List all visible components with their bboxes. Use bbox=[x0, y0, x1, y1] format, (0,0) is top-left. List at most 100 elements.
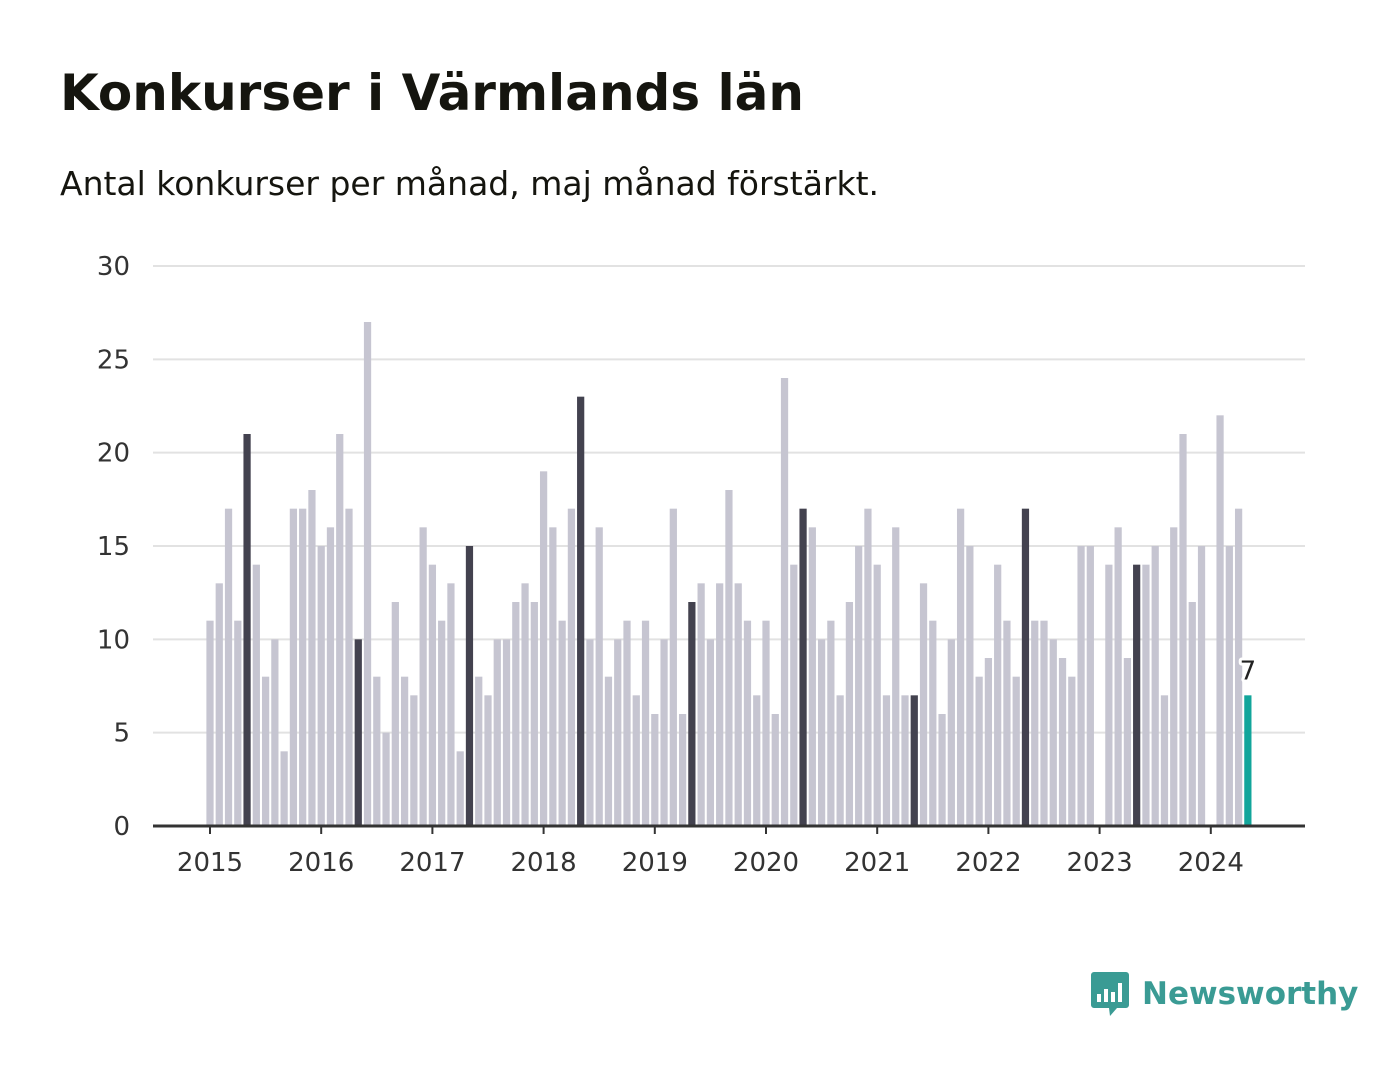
bar bbox=[345, 508, 353, 826]
x-tick-label: 2024 bbox=[1178, 848, 1244, 878]
bar bbox=[1086, 546, 1094, 826]
bar bbox=[623, 620, 631, 826]
x-tick-label: 2023 bbox=[1067, 848, 1133, 878]
bar bbox=[817, 639, 826, 826]
bar bbox=[1234, 508, 1243, 826]
brand-logo: Newsworthy bbox=[1090, 970, 1358, 1018]
bar bbox=[845, 602, 854, 826]
bar-chart: 0 5 10 15 20 25 30 7 2015 2016 2017 2018 2019 2020 202… bbox=[97, 252, 1305, 878]
bar bbox=[299, 508, 307, 826]
bar bbox=[1160, 695, 1169, 826]
bar bbox=[206, 620, 214, 826]
x-tick-label: 2015 bbox=[177, 848, 243, 878]
bar bbox=[493, 639, 501, 826]
bar bbox=[660, 639, 668, 826]
bar bbox=[1197, 546, 1206, 826]
bar bbox=[1216, 415, 1224, 826]
bar bbox=[956, 508, 965, 826]
bar bbox=[994, 564, 1002, 826]
bar bbox=[419, 527, 427, 826]
bar bbox=[641, 620, 650, 826]
x-tick-label: 2018 bbox=[511, 848, 577, 878]
bar bbox=[280, 751, 288, 826]
bar bbox=[400, 676, 409, 826]
bar bbox=[716, 583, 724, 826]
bar bbox=[1142, 564, 1150, 826]
y-tick-label: 25 bbox=[97, 345, 130, 375]
bar bbox=[549, 527, 557, 826]
brand-name: Newsworthy bbox=[1142, 976, 1359, 1012]
bar bbox=[1225, 546, 1233, 826]
chart-title: Konkurser i Värmlands län bbox=[60, 64, 804, 122]
bar bbox=[1003, 620, 1011, 826]
bar bbox=[1049, 639, 1057, 826]
bar bbox=[614, 639, 622, 826]
bar bbox=[326, 527, 335, 826]
bar bbox=[938, 714, 946, 826]
y-tick-label: 30 bbox=[97, 252, 130, 282]
bar bbox=[975, 676, 983, 826]
bar bbox=[873, 564, 881, 826]
bar bbox=[382, 732, 390, 826]
bar bbox=[790, 564, 798, 826]
y-tick-label: 15 bbox=[97, 532, 130, 562]
x-tick-label: 2019 bbox=[622, 848, 688, 878]
bar bbox=[586, 639, 594, 826]
bar bbox=[966, 546, 974, 826]
y-tick-label: 20 bbox=[97, 439, 130, 469]
y-tick-label: 10 bbox=[97, 625, 130, 655]
bar bbox=[1151, 546, 1159, 826]
bar bbox=[271, 639, 279, 826]
bar bbox=[753, 695, 761, 826]
bar bbox=[799, 508, 807, 826]
bar bbox=[1021, 508, 1030, 826]
bar bbox=[827, 620, 835, 826]
bar bbox=[762, 620, 770, 826]
bar bbox=[1170, 527, 1178, 826]
bar bbox=[289, 508, 298, 826]
x-tick-label: 2017 bbox=[399, 848, 465, 878]
bar bbox=[243, 434, 251, 826]
bar bbox=[678, 714, 687, 826]
x-tick-label: 2022 bbox=[955, 848, 1021, 878]
bar bbox=[577, 396, 585, 826]
bar bbox=[808, 527, 816, 826]
bar bbox=[855, 546, 863, 826]
bar bbox=[261, 676, 270, 826]
bar bbox=[308, 490, 316, 826]
bar bbox=[1123, 658, 1132, 826]
bar bbox=[475, 676, 483, 826]
bar bbox=[864, 508, 872, 826]
y-tick-label: 0 bbox=[113, 812, 130, 842]
bar bbox=[651, 714, 659, 826]
bar bbox=[725, 490, 733, 826]
bar bbox=[1133, 564, 1141, 826]
bar bbox=[215, 583, 223, 826]
x-tick-label: 2016 bbox=[288, 848, 354, 878]
bar bbox=[456, 751, 464, 826]
bar bbox=[1114, 527, 1122, 826]
bar bbox=[1068, 676, 1076, 826]
bar bbox=[558, 620, 566, 826]
bar bbox=[363, 322, 372, 826]
bar bbox=[892, 527, 900, 826]
bar bbox=[595, 527, 603, 826]
bar bbox=[929, 620, 937, 826]
bar bbox=[438, 620, 446, 826]
bar bbox=[901, 695, 909, 826]
bar bbox=[1012, 676, 1020, 826]
bar bbox=[512, 602, 520, 826]
bar bbox=[836, 695, 844, 826]
bar bbox=[882, 695, 891, 826]
bar bbox=[919, 583, 928, 826]
bar bbox=[484, 695, 492, 826]
bar bbox=[465, 546, 474, 826]
x-tick-label: 2021 bbox=[844, 848, 910, 878]
bar bbox=[567, 508, 576, 826]
bar bbox=[354, 639, 362, 826]
bar bbox=[530, 602, 538, 826]
bar bbox=[1031, 620, 1039, 826]
bar bbox=[771, 714, 779, 826]
bar bbox=[1040, 620, 1048, 826]
bar bbox=[224, 508, 233, 826]
